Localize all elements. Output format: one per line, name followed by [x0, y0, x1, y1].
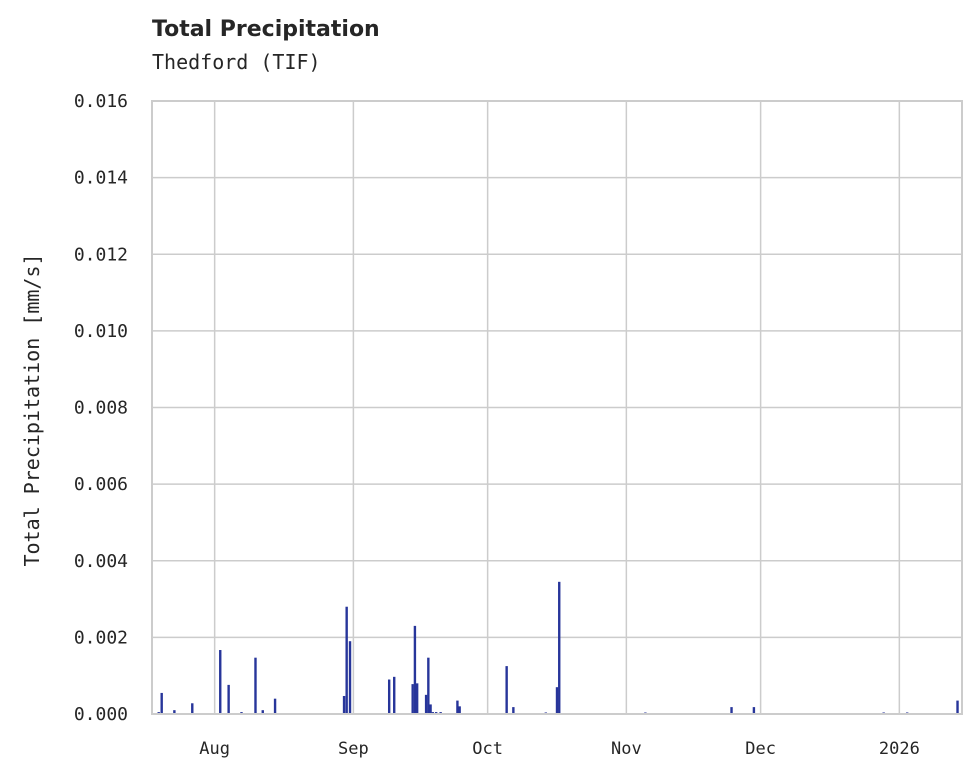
precipitation-bar — [342, 695, 346, 714]
x-tick-label: Oct — [472, 739, 503, 759]
precipitation-bar — [505, 666, 508, 714]
precipitation-bar — [413, 625, 417, 714]
y-tick-label: 0.000 — [74, 704, 128, 725]
precipitation-bar — [219, 650, 222, 714]
x-axis-ticks: Aug Sep Oct Nov Dec 2026 — [199, 739, 920, 759]
precipitation-bar — [458, 706, 461, 714]
precipitation-bar — [411, 684, 414, 714]
precipitation-bar — [956, 700, 959, 714]
x-tick-label: Aug — [199, 739, 230, 759]
plot-frame — [151, 100, 963, 715]
y-tick-label: 0.012 — [74, 244, 128, 265]
precipitation-bar — [393, 676, 396, 714]
precipitation-bar — [160, 692, 163, 714]
precipitation-bar — [191, 703, 194, 714]
y-tick-label: 0.014 — [74, 168, 128, 189]
grid-lines — [152, 100, 962, 715]
y-tick-label: 0.016 — [74, 91, 128, 112]
precipitation-bar — [254, 657, 257, 714]
precipitation-bar — [348, 641, 352, 714]
y-tick-label: 0.002 — [74, 627, 128, 648]
precipitation-bars — [157, 581, 959, 714]
precipitation-bar — [456, 700, 459, 714]
precipitation-bar — [345, 606, 348, 714]
y-axis-ticks: 0.000 0.002 0.004 0.006 0.008 0.010 0.012 0.014… — [74, 91, 128, 725]
precipitation-bar — [555, 687, 559, 714]
y-tick-label: 0.010 — [74, 321, 128, 342]
chart-title: Total Precipitation — [152, 17, 380, 42]
precipitation-bar — [427, 657, 430, 714]
precipitation-bar — [261, 710, 264, 714]
precipitation-bar — [424, 694, 428, 714]
x-tick-label: 2026 — [879, 739, 920, 759]
precipitation-bar — [415, 683, 419, 714]
x-tick-label: Sep — [338, 739, 369, 759]
chart-subtitle: Thedford (TIF) — [152, 50, 321, 74]
precipitation-bar — [558, 581, 561, 714]
x-tick-label: Dec — [745, 739, 776, 759]
y-tick-label: 0.008 — [74, 398, 128, 419]
precipitation-bar — [730, 707, 733, 714]
precipitation-bar — [512, 707, 515, 714]
x-tick-label: Nov — [611, 739, 642, 759]
precipitation-bar — [173, 710, 176, 714]
precipitation-bar — [752, 707, 756, 714]
y-tick-label: 0.004 — [74, 551, 128, 572]
y-axis-label: Total Precipitation [mm/s] — [20, 253, 44, 566]
precipitation-bar — [273, 698, 277, 714]
precipitation-bar — [387, 679, 391, 714]
precipitation-bar — [227, 684, 230, 714]
precipitation-bar — [429, 704, 432, 714]
y-tick-label: 0.006 — [74, 474, 128, 495]
